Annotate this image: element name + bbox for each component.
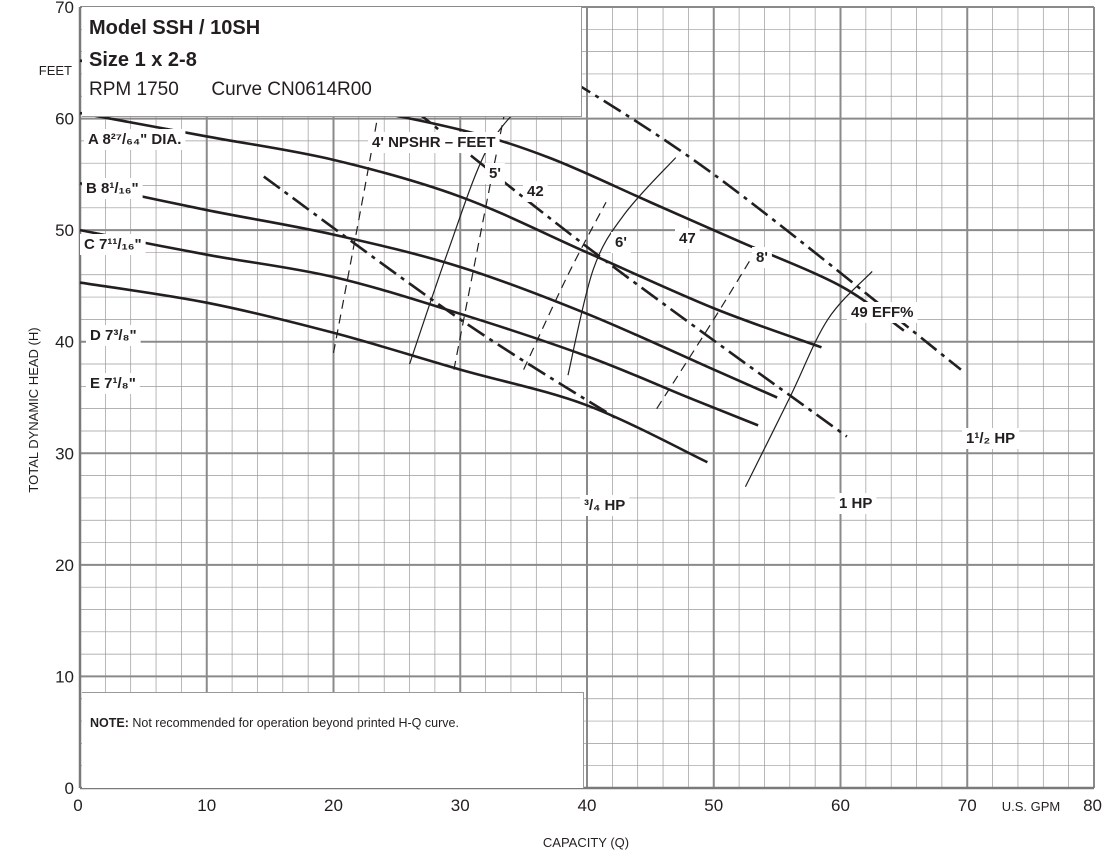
note-text: NOTE: Not recommended for operation beyo… xyxy=(90,716,459,730)
head-curve-line xyxy=(79,111,822,349)
x-tick-label: 10 xyxy=(197,796,216,815)
impeller-label: B 8¹/₁₆" xyxy=(86,180,139,197)
x-tick-label: 50 xyxy=(704,796,723,815)
impeller-label-bg xyxy=(86,373,140,394)
hp-curve-line xyxy=(541,61,962,371)
y-tick-label: 10 xyxy=(55,667,74,686)
npsh-label: 6' xyxy=(615,234,627,251)
curve-labels: A 8²⁷/₆₄" DIA. B 8¹/₁₆" C 7¹¹/₁₆" D 7³/₈" E … xyxy=(80,129,1020,516)
horsepower-curves xyxy=(263,61,962,438)
impeller-head-curves xyxy=(79,59,905,464)
hp-label-bg xyxy=(835,493,877,514)
efficiency-label-bg xyxy=(523,181,548,202)
y-tick-label: 70 xyxy=(55,0,74,17)
x-tick-label: 0 xyxy=(73,796,82,815)
npsh-label-bg xyxy=(752,247,772,268)
efficiency-curve-line xyxy=(408,101,525,365)
model-info-box: Model SSH / 10SH Size 1 x 2-8 RPM 1750 C… xyxy=(82,7,582,117)
npsh-curve-line xyxy=(332,79,385,353)
impeller-label-bg xyxy=(84,129,186,150)
impeller-label-bg xyxy=(82,178,143,199)
impeller-label: E 7¹/₈" xyxy=(90,375,136,392)
npsh-label: 8' xyxy=(756,249,768,266)
y-tick-label: 40 xyxy=(55,333,74,352)
npsh-curve-line xyxy=(523,201,607,370)
rpm-curve-line: RPM 1750 Curve CN0614R00 xyxy=(89,79,372,101)
note-bold: NOTE: xyxy=(90,716,129,730)
npsh-label-bg xyxy=(611,232,631,253)
efficiency-label-bg xyxy=(847,302,918,323)
pump-size: Size 1 x 2-8 xyxy=(89,49,197,71)
hp-label: ³/₄ HP xyxy=(584,497,625,514)
axis-ticks: 0 10 20 30 40 50 60 70 80 0 10 20 30 40 50 60 70 xyxy=(55,0,1102,815)
head-curve-line xyxy=(79,228,759,427)
npsh-label: 4' NPSHR – FEET xyxy=(372,134,496,151)
y-axis-title: TOTAL DYNAMIC HEAD (H) xyxy=(26,327,41,492)
head-curve-line xyxy=(79,281,708,464)
model-title: Model SSH / 10SH xyxy=(89,17,261,39)
efficiency-label: 42 xyxy=(527,183,544,200)
note-body: Not recommended for operation beyond pri… xyxy=(128,716,459,730)
x-tick-label: 20 xyxy=(324,796,343,815)
impeller-label-bg xyxy=(86,325,141,346)
efficiency-label: 49 EFF% xyxy=(851,304,914,321)
x-axis-title: CAPACITY (Q) xyxy=(543,835,629,850)
head-curve-line xyxy=(79,182,778,399)
y-tick-label: 50 xyxy=(55,221,74,240)
y-unit-label: FEET xyxy=(39,63,72,78)
x-tick-label: 80 xyxy=(1083,796,1102,815)
x-tick-label: 70 xyxy=(958,796,977,815)
impeller-label: D 7³/₈" xyxy=(90,327,137,344)
npsh-label-bg xyxy=(485,163,505,184)
x-unit-label: U.S. GPM xyxy=(1002,799,1061,814)
y-tick-label: 30 xyxy=(55,444,74,463)
note-box: NOTE: Not recommended for operation beyo… xyxy=(82,692,584,788)
curve-id: Curve CN0614R00 xyxy=(211,79,372,100)
hp-curve-line xyxy=(358,64,848,438)
impeller-label: A 8²⁷/₆₄" DIA. xyxy=(88,131,181,148)
efficiency-curve-line xyxy=(567,157,677,376)
impeller-label-bg xyxy=(80,234,146,255)
x-tick-label: 40 xyxy=(578,796,597,815)
x-tick-label: 60 xyxy=(831,796,850,815)
y-tick-label: 20 xyxy=(55,556,74,575)
hp-label-bg xyxy=(962,428,1020,449)
rpm-value: RPM 1750 xyxy=(89,79,179,100)
y-tick-label: 60 xyxy=(55,110,74,129)
hp-label: 1 HP xyxy=(839,495,872,512)
npsh-curve-line xyxy=(453,112,506,370)
impeller-label: C 7¹¹/₁₆" xyxy=(84,236,142,253)
x-tick-label: 30 xyxy=(451,796,470,815)
hp-label-bg xyxy=(580,495,630,516)
efficiency-label-bg xyxy=(675,228,700,249)
y-tick-label: 0 xyxy=(65,779,74,798)
efficiency-label: 47 xyxy=(679,230,696,247)
hp-curve-line xyxy=(263,175,620,421)
plot-frame xyxy=(78,7,1094,790)
npsh-curve-line xyxy=(656,246,759,409)
npsh-label: 5' xyxy=(489,165,501,182)
hp-label: 1¹/₂ HP xyxy=(966,430,1015,447)
npsh-label-bg xyxy=(368,132,500,153)
